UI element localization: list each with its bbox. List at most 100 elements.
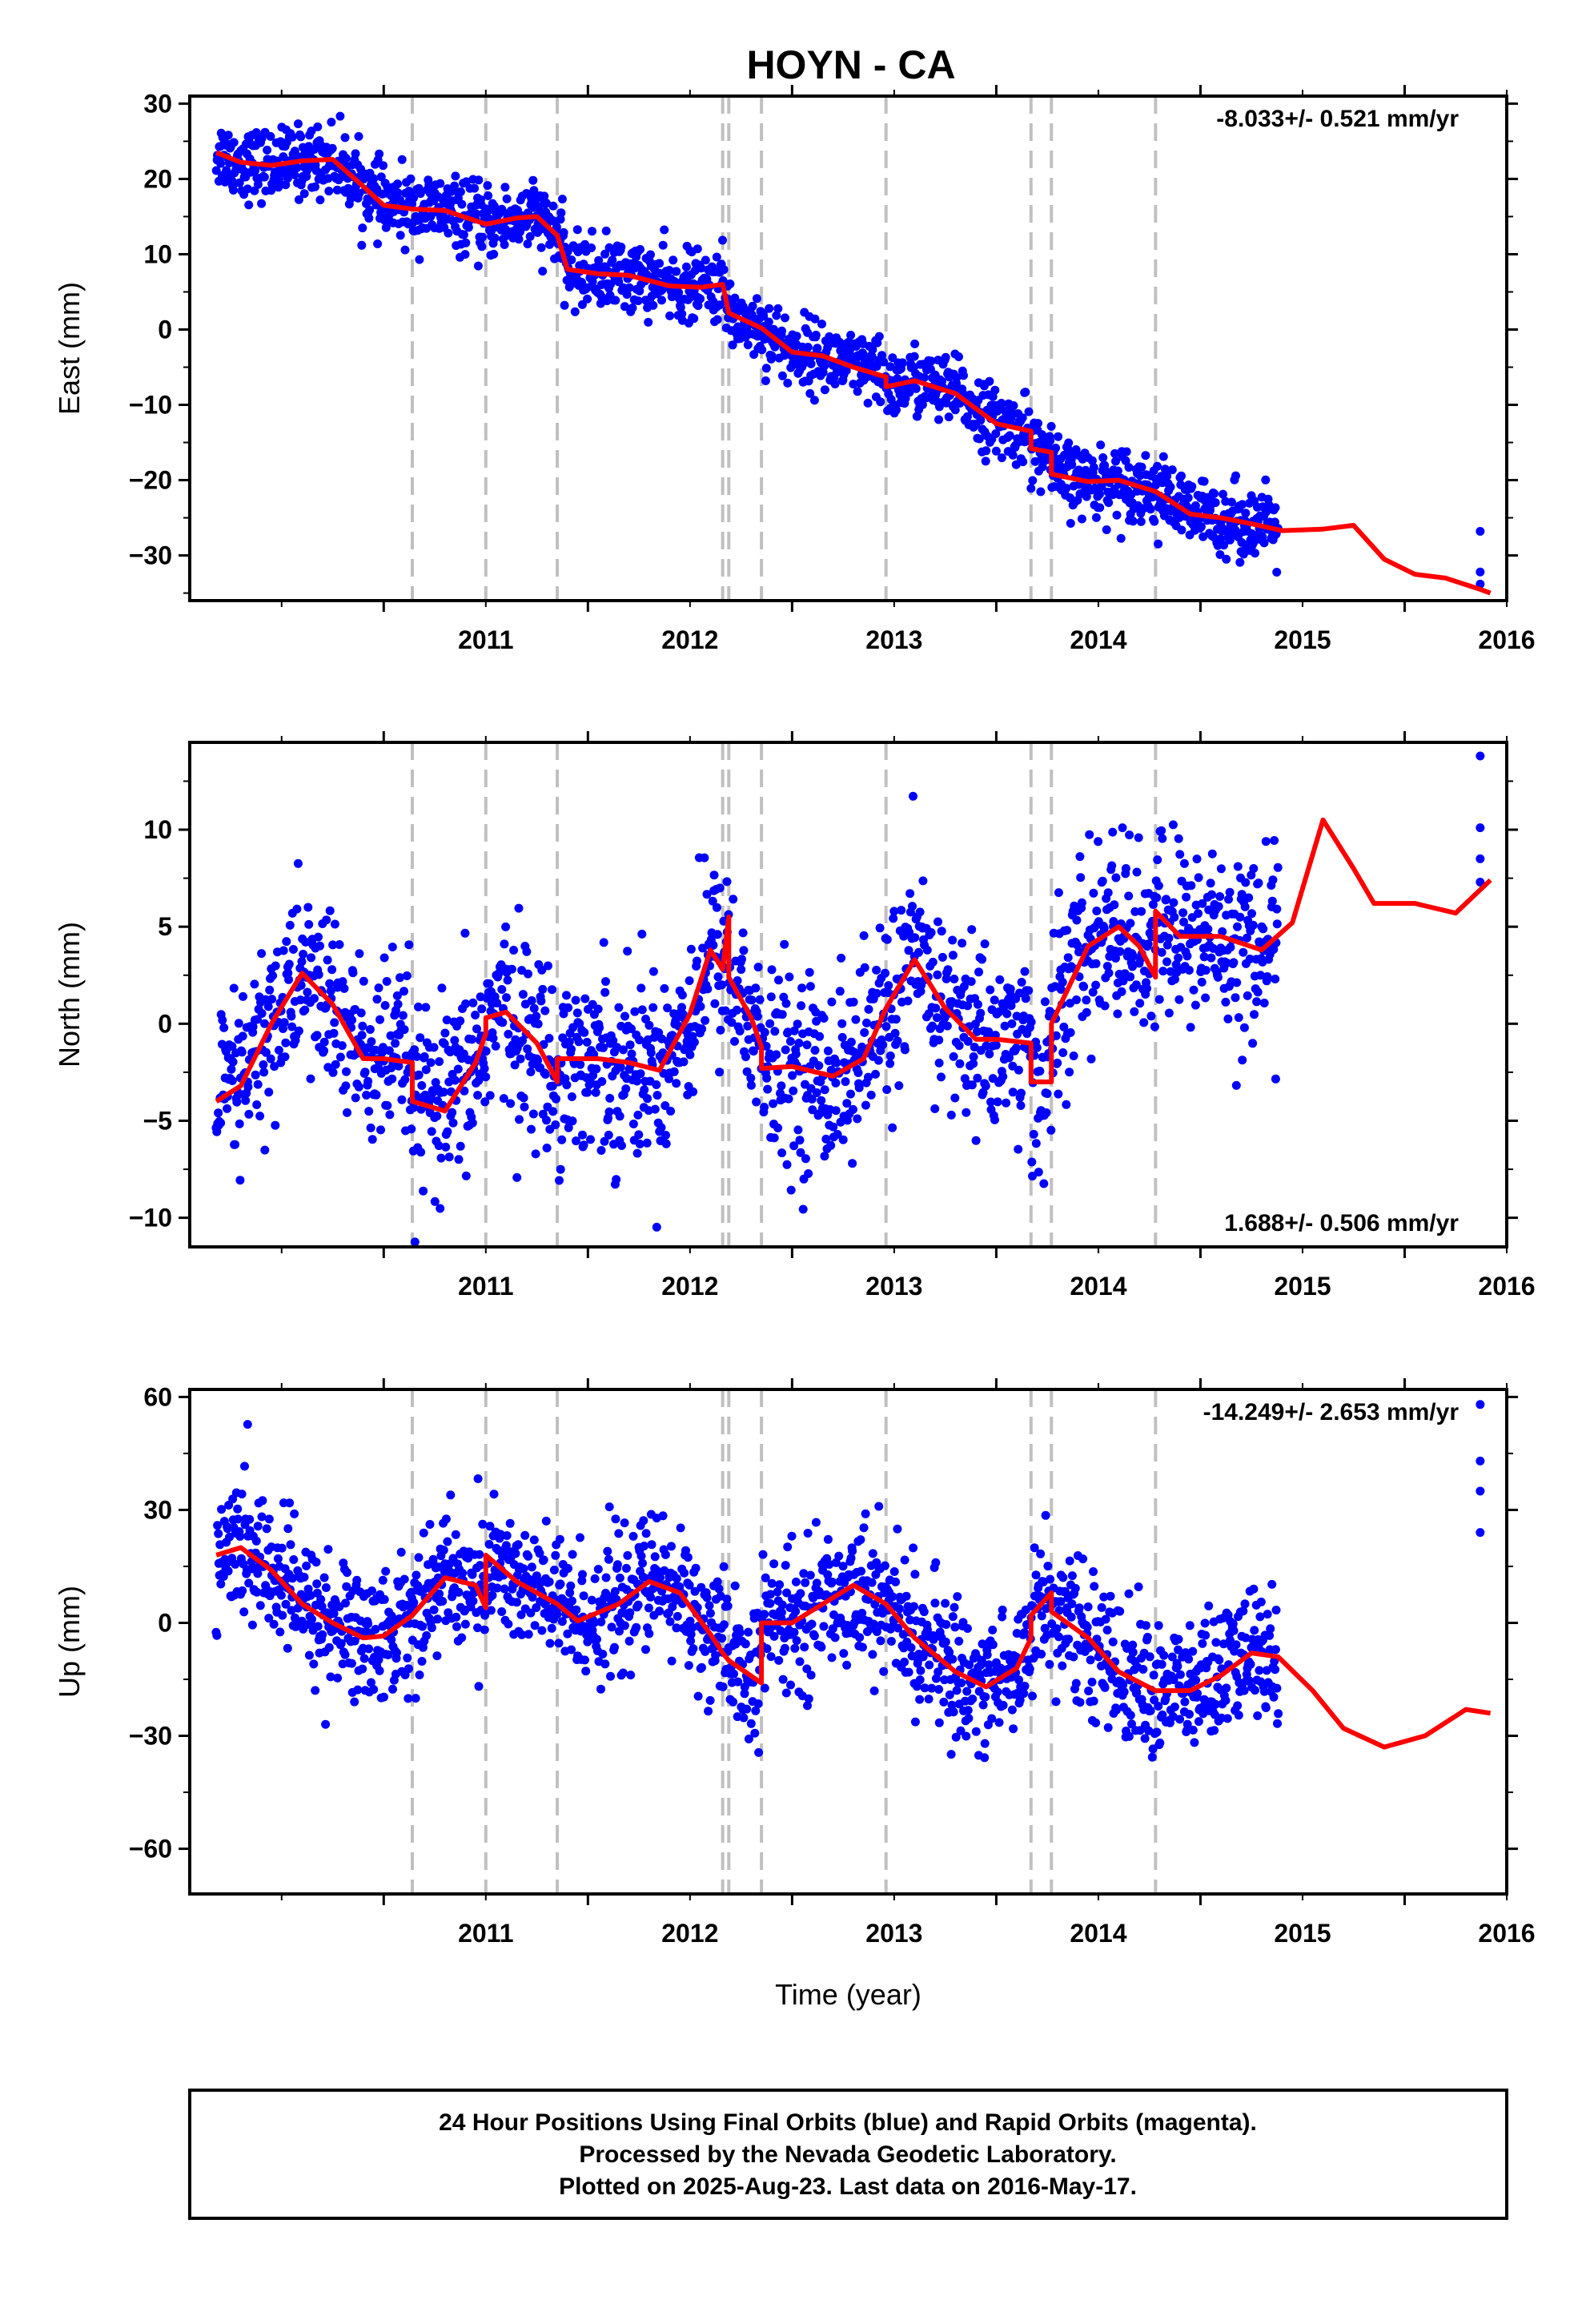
data-point: [565, 1588, 575, 1598]
data-point: [457, 199, 467, 209]
data-point: [919, 372, 929, 382]
data-point: [748, 301, 757, 311]
data-point: [781, 1045, 790, 1055]
data-point: [620, 1011, 629, 1021]
data-point: [890, 1028, 900, 1038]
data-point: [1250, 1010, 1259, 1019]
data-point: [325, 906, 335, 915]
data-point: [712, 903, 721, 912]
data-point: [965, 1660, 974, 1670]
data-point: [309, 1659, 319, 1669]
data-point: [471, 1011, 480, 1019]
data-point: [438, 1597, 448, 1606]
data-point: [460, 250, 470, 259]
data-point: [773, 304, 783, 313]
data-point: [371, 1625, 380, 1634]
data-point: [1255, 971, 1265, 980]
data-point: [806, 359, 816, 368]
data-point: [313, 122, 323, 131]
data-point: [885, 362, 895, 372]
data-point: [567, 1044, 576, 1054]
data-point: [769, 1559, 779, 1569]
data-point: [823, 1534, 833, 1544]
data-point: [473, 1623, 482, 1633]
data-point: [273, 1554, 283, 1563]
panel-frame: [188, 741, 1508, 1248]
data-point: [551, 1550, 560, 1560]
data-point: [1271, 975, 1280, 983]
data-point: [422, 1630, 432, 1640]
data-point: [266, 131, 275, 141]
data-point: [648, 1003, 658, 1012]
data-point: [730, 1581, 740, 1590]
data-point: [628, 1120, 638, 1128]
data-point: [679, 1057, 689, 1067]
data-point: [284, 959, 294, 969]
x-tick-label: 2014: [1070, 625, 1126, 654]
x-tick-label: 2012: [661, 1272, 718, 1301]
data-point: [432, 1112, 442, 1121]
data-point: [672, 1079, 681, 1088]
data-point: [448, 1108, 457, 1117]
rate-label: -8.033+/- 0.521 mm/yr: [1216, 106, 1459, 132]
data-point: [988, 1640, 998, 1650]
data-point: [663, 1003, 673, 1013]
data-point: [427, 1127, 436, 1136]
data-point: [519, 1093, 528, 1103]
data-point: [765, 1590, 775, 1599]
data-point: [1238, 1055, 1247, 1065]
y-tick-label: 30: [143, 89, 172, 118]
data-point: [475, 1550, 484, 1559]
data-point: [1054, 888, 1063, 898]
data-point: [367, 1037, 376, 1047]
data-point: [648, 300, 658, 310]
data-point: [544, 1577, 554, 1586]
data-point: [917, 400, 927, 409]
data-point: [1054, 1089, 1063, 1099]
data-point: [440, 1039, 449, 1048]
data-point: [286, 1540, 295, 1550]
data-point: [313, 1622, 323, 1631]
data-point: [270, 1062, 279, 1072]
data-point: [853, 1114, 862, 1124]
data-point: [1226, 943, 1235, 952]
data-point: [939, 1697, 949, 1707]
data-point: [600, 249, 610, 259]
data-point: [568, 1596, 576, 1606]
data-point: [1254, 879, 1263, 888]
data-point: [640, 1085, 649, 1095]
data-point: [762, 1644, 772, 1654]
data-point: [1086, 1655, 1095, 1665]
data-point: [974, 967, 983, 977]
data-point: [787, 1531, 797, 1541]
data-point: [689, 314, 699, 324]
data-point: [1126, 972, 1135, 982]
data-point: [933, 970, 942, 979]
data-point: [995, 975, 1005, 984]
data-point: [257, 1512, 267, 1522]
data-point: [922, 945, 932, 955]
data-point: [1224, 895, 1233, 904]
data-point: [416, 189, 425, 199]
data-point: [450, 1076, 460, 1085]
data-point: [1259, 999, 1269, 1007]
data-point: [1476, 567, 1485, 577]
data-point: [796, 1148, 805, 1157]
data-point: [976, 1008, 986, 1018]
data-point: [1197, 977, 1207, 987]
data-point: [300, 1005, 310, 1015]
data-point: [769, 1133, 779, 1143]
data-point: [1143, 939, 1153, 949]
data-point: [1150, 517, 1159, 526]
data-point: [632, 1622, 641, 1632]
data-point: [601, 226, 611, 235]
data-point: [335, 940, 344, 949]
data-point: [1026, 484, 1036, 493]
data-point: [809, 396, 819, 405]
data-point: [701, 1015, 710, 1025]
data-point: [1241, 878, 1251, 887]
data-point: [251, 1536, 261, 1546]
data-point: [1244, 893, 1254, 903]
data-point: [776, 1626, 785, 1635]
